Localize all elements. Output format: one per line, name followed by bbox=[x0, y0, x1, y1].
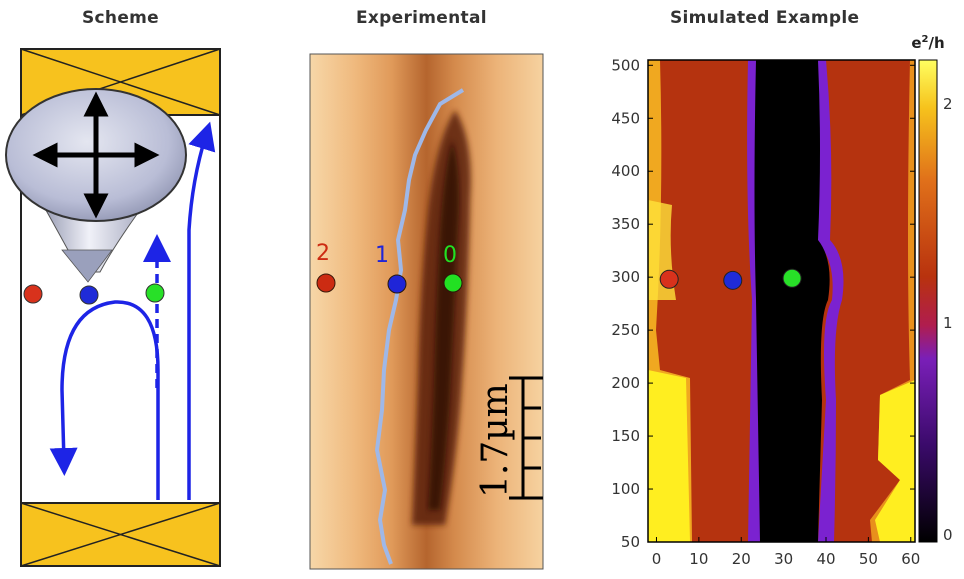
heatmap-area bbox=[648, 60, 915, 542]
colorbar-label: e2/h bbox=[911, 34, 944, 52]
sim-marker-dot bbox=[723, 270, 743, 290]
y-tick-label: 450 bbox=[611, 109, 640, 127]
scale-bar-label: 1.7µm bbox=[475, 383, 516, 498]
y-tick-label: 250 bbox=[611, 321, 640, 339]
x-tick-label: 0 bbox=[652, 550, 662, 568]
y-tick-label: 400 bbox=[611, 162, 640, 180]
x-tick-label: 20 bbox=[732, 550, 751, 568]
afm-trench bbox=[412, 110, 471, 525]
colorbar-tick-label: 1 bbox=[943, 314, 953, 332]
x-tick-label: 40 bbox=[816, 550, 835, 568]
exp-red-dot bbox=[316, 273, 336, 293]
scale-bar bbox=[509, 376, 543, 500]
y-tick-label: 50 bbox=[621, 533, 640, 551]
colorbar-ticks: 0 1 2 bbox=[943, 95, 953, 544]
x-tick-label: 60 bbox=[901, 550, 920, 568]
x-axis: 0 10 20 30 40 50 60 bbox=[652, 537, 920, 568]
afm-image bbox=[309, 53, 544, 570]
exp-label-1: 1 bbox=[375, 243, 389, 268]
scheme-title: Scheme bbox=[82, 8, 159, 28]
exp-label-2: 2 bbox=[316, 241, 330, 266]
purple-right bbox=[814, 60, 844, 542]
colorbar-tick-label: 0 bbox=[943, 526, 953, 544]
tip-track bbox=[374, 88, 465, 565]
device-outline bbox=[20, 48, 221, 567]
y-axis: 50 100 150 200 250 300 350 400 450 500 bbox=[611, 56, 915, 551]
afm-tip bbox=[5, 88, 187, 283]
colorbar bbox=[918, 59, 938, 543]
backscatter-arrow bbox=[49, 300, 160, 500]
bottom-contact bbox=[20, 502, 221, 567]
straight-edge-arrow bbox=[187, 121, 216, 500]
exp-blue-dot bbox=[387, 274, 407, 294]
scheme-blue-dot bbox=[79, 285, 99, 305]
x-tick-label: 30 bbox=[774, 550, 793, 568]
sim-marker-dot bbox=[659, 269, 679, 289]
heatmap-frame bbox=[647, 59, 916, 543]
scheme-green-dot bbox=[145, 283, 165, 303]
colorbar-tick-label: 2 bbox=[943, 95, 953, 113]
top-contact bbox=[20, 48, 221, 116]
y-tick-label: 300 bbox=[611, 268, 640, 286]
exp-green-dot bbox=[443, 273, 463, 293]
right-bright-edge bbox=[870, 60, 915, 542]
y-tick-label: 350 bbox=[611, 215, 640, 233]
left-bright-edge bbox=[648, 60, 692, 542]
scheme-red-dot bbox=[23, 284, 43, 304]
exp-label-0: 0 bbox=[443, 243, 457, 268]
x-tick-label: 50 bbox=[859, 550, 878, 568]
sim-markers bbox=[659, 268, 802, 290]
y-tick-label: 200 bbox=[611, 374, 640, 392]
y-tick-label: 150 bbox=[611, 427, 640, 445]
y-tick-label: 500 bbox=[611, 56, 640, 74]
simulated-title: Simulated Example bbox=[670, 8, 860, 28]
y-tick-label: 100 bbox=[611, 480, 640, 498]
black-channel bbox=[754, 60, 830, 542]
sim-marker-dot bbox=[782, 268, 802, 288]
x-tick-label: 10 bbox=[689, 550, 708, 568]
purple-left bbox=[747, 60, 762, 542]
experimental-title: Experimental bbox=[356, 8, 487, 28]
